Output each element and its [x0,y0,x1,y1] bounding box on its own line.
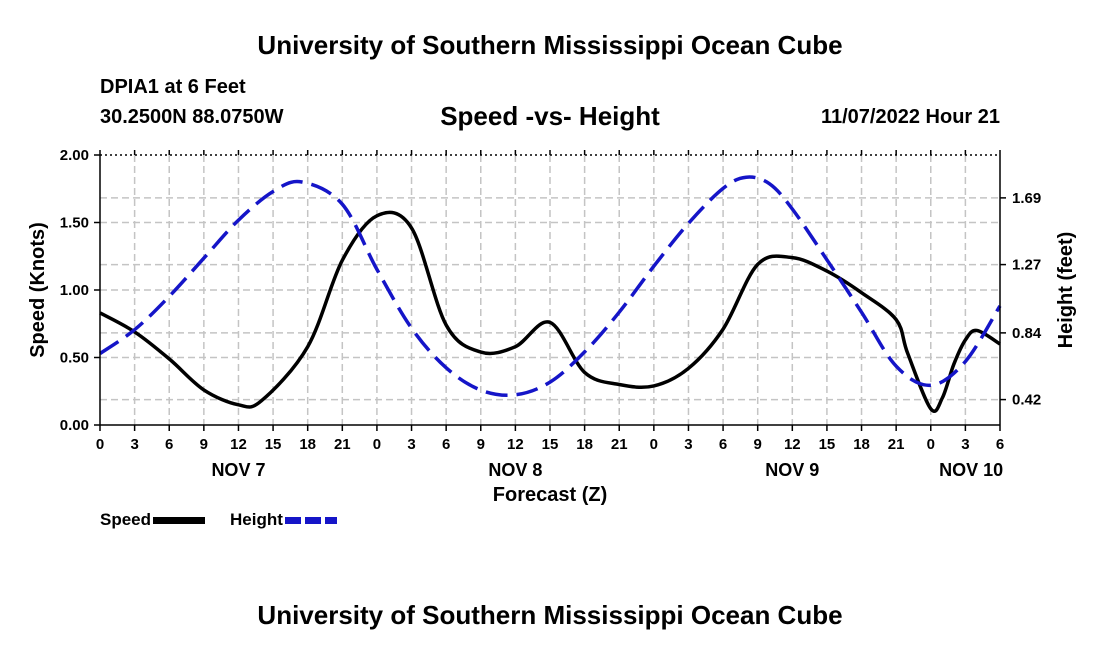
y-tick-label: 1.50 [60,215,89,232]
day-label: NOV 10 [939,460,1003,480]
x-tick-label: 15 [542,436,559,453]
x-tick-label: 18 [299,436,316,453]
y2-tick-label: 0.42 [1012,392,1041,409]
series-speed-line [99,210,1001,414]
x-tick-label: 0 [650,436,658,453]
x-tick-label: 6 [996,436,1004,453]
series-height-line [99,175,1002,397]
x-tick-label: 0 [96,436,104,453]
x-tick-label: 3 [407,436,415,453]
x-tick-label: 6 [165,436,173,453]
x-tick-label: 15 [819,436,836,453]
x-tick-label: 18 [576,436,593,453]
y-tick-label: 2.00 [60,147,89,164]
x-tick-label: 3 [961,436,969,453]
station-label: DPIA1 at 6 Feet [100,76,246,98]
coordinates-label: 30.2500N 88.0750W [100,106,284,128]
day-label: NOV 8 [488,460,542,480]
legend-height: Height [230,510,337,530]
axes: 0 3 6 9 12 15 18 21 0 3 6 9 12 15 18 21 0 3 6 9 12 15 18 21 0 3 6 0… [60,147,1042,480]
x-tick-label: 6 [719,436,727,453]
y-axis-title: Speed (Knots) [27,222,49,358]
datetime-label: 11/07/2022 Hour 21 [820,106,1000,128]
x-tick-label: 3 [130,436,138,453]
x-tick-label: 12 [784,436,801,453]
y2-tick-label: 0.84 [1012,325,1042,342]
day-label: NOV 9 [765,460,819,480]
x-tick-label: 0 [373,436,381,453]
x-tick-label: 21 [888,436,905,453]
x-tick-label: 15 [265,436,282,453]
day-label: NOV 7 [211,460,265,480]
y2-axis-title: Height (feet) [1055,232,1077,349]
x-tick-label: 21 [334,436,351,453]
x-tick-label: 12 [507,436,524,453]
page-title: University of Southern Mississippi Ocean… [257,30,843,60]
x-tick-label: 12 [230,436,247,453]
series-layer [99,175,1002,414]
legend-height-swatch [284,516,337,524]
x-tick-label: 0 [927,436,935,453]
legend-height-label: Height [230,510,283,529]
chart-title: Speed -vs- Height [440,101,660,131]
x-tick-label: 18 [853,436,870,453]
legend-speed-swatch [153,516,206,524]
grid [100,155,1000,425]
x-tick-label: 9 [200,436,208,453]
x-tick-label: 21 [611,436,628,453]
y-tick-label: 0.50 [60,350,89,367]
x-tick-label: 9 [754,436,762,453]
y-tick-label: 1.00 [60,282,89,299]
x-tick-label: 3 [684,436,692,453]
y-tick-label: 0.00 [60,417,89,434]
footer-title: University of Southern Mississippi Ocean… [257,600,843,630]
x-tick-label: 6 [442,436,450,453]
y2-tick-label: 1.27 [1012,257,1041,274]
x-tick-label: 9 [477,436,485,453]
legend-speed: Speed [100,510,206,530]
y2-tick-label: 1.69 [1012,190,1041,207]
legend-speed-label: Speed [100,510,152,529]
x-axis-title: Forecast (Z) [493,484,607,506]
